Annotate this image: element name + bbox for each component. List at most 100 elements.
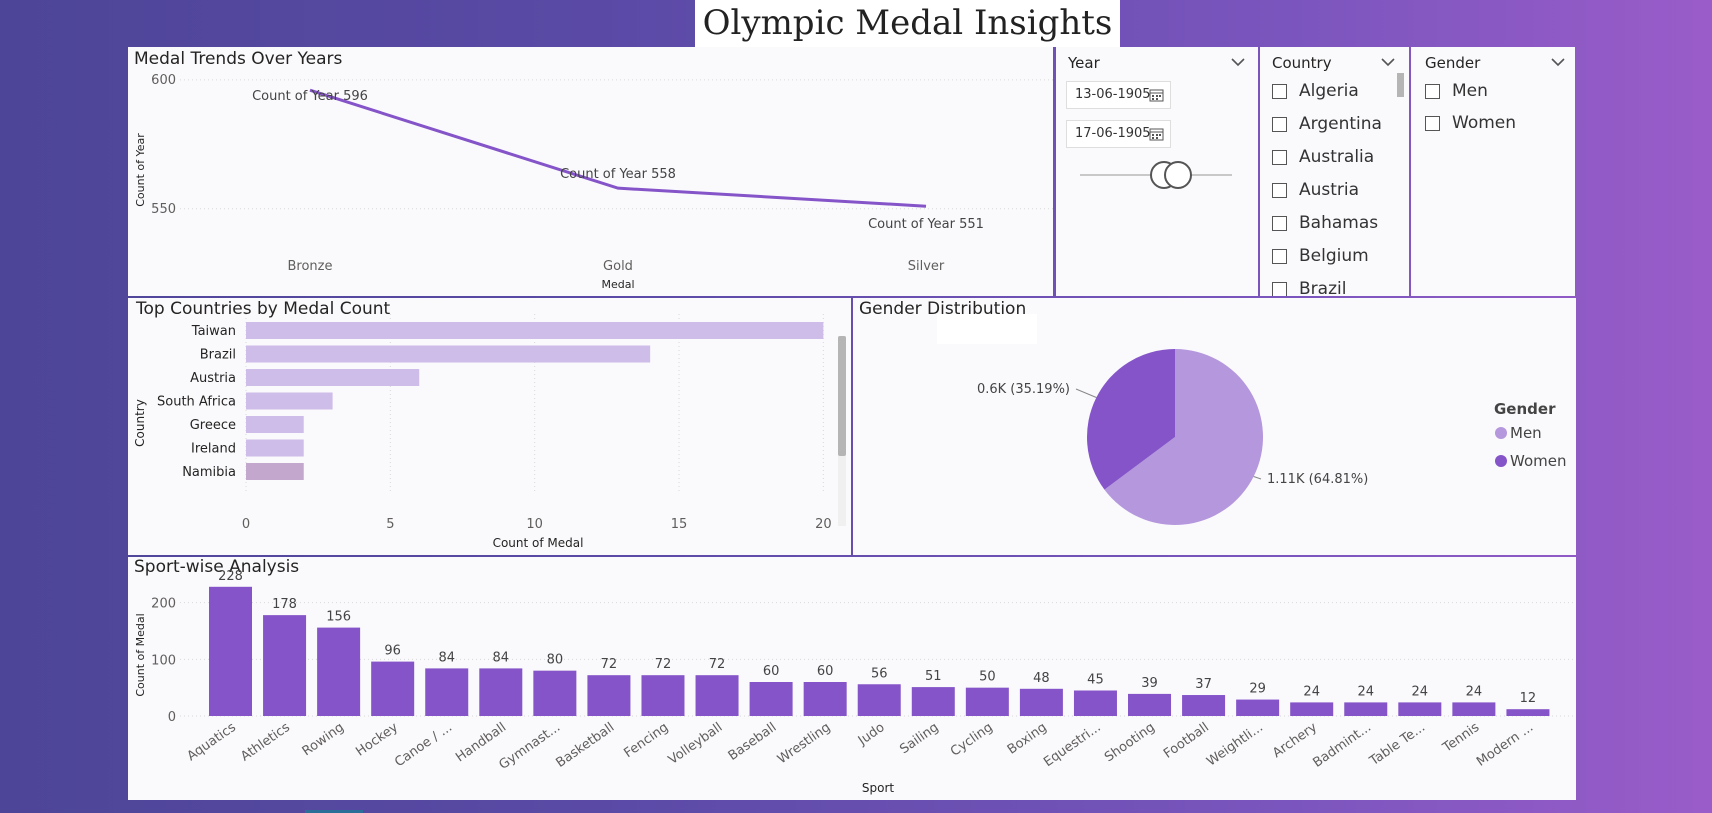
country-checkbox[interactable] — [1272, 83, 1287, 99]
data-label: 60 — [763, 664, 780, 679]
x-axis-title: Sport — [862, 781, 895, 795]
sport-bar[interactable] — [479, 668, 523, 716]
legend-marker[interactable] — [1495, 427, 1507, 439]
country-checkbox[interactable] — [1272, 248, 1287, 264]
year-start-date[interactable]: 13-06-1905 — [1066, 81, 1171, 109]
slider-handle-end[interactable] — [1164, 161, 1192, 189]
y-tick-label: Greece — [190, 418, 236, 433]
data-label: 12 — [1520, 691, 1537, 706]
sport-bar[interactable] — [1182, 695, 1226, 716]
year-range-slider[interactable] — [1080, 155, 1240, 195]
sport-bar[interactable] — [1290, 702, 1334, 716]
year-end-date[interactable]: 17-06-1905 — [1066, 120, 1171, 148]
country-bar[interactable] — [246, 463, 304, 480]
legend-label[interactable]: Women — [1510, 452, 1566, 470]
x-tick-label: Gold — [603, 259, 633, 274]
sport-analysis-panel[interactable]: Sport-wise Analysis 0 100 200 Count of Meda… — [128, 557, 1576, 800]
sport-bar[interactable] — [533, 670, 577, 716]
country-option[interactable]: Belgium — [1272, 244, 1369, 268]
country-bar[interactable] — [246, 345, 651, 363]
sport-bar[interactable] — [587, 675, 631, 716]
sport-bar[interactable] — [263, 615, 307, 716]
sport-bar[interactable] — [695, 675, 739, 716]
year-slicer[interactable]: Year 13-06-1905 17-06-1905 — [1056, 47, 1258, 296]
sport-bar[interactable] — [857, 684, 901, 716]
gender-option[interactable]: Men — [1425, 79, 1488, 103]
data-label: 24 — [1466, 684, 1483, 699]
x-tick-label: Canoe / ... — [392, 720, 455, 770]
x-axis-title: Medal — [601, 278, 634, 291]
sport-bar[interactable] — [1344, 702, 1388, 716]
calendar-icon[interactable] — [1149, 88, 1164, 102]
sport-bar[interactable] — [1452, 702, 1496, 716]
top-countries-panel[interactable]: Top Countries by Medal Count 0 5 10 15 20 Tai… — [128, 298, 851, 555]
country-slicer[interactable]: Country Algeria Argentina Australia Austria… — [1260, 47, 1409, 296]
sport-bar[interactable] — [965, 687, 1009, 716]
country-bar[interactable] — [246, 322, 824, 339]
country-label: Australia — [1299, 147, 1375, 167]
chart-scrollbar-thumb[interactable] — [838, 336, 846, 456]
country-option[interactable]: Austria — [1272, 178, 1359, 202]
country-bar[interactable] — [246, 416, 304, 433]
sport-bar[interactable] — [425, 668, 469, 716]
trend-line[interactable] — [309, 88, 927, 208]
sport-bar[interactable] — [317, 627, 361, 716]
sport-bar[interactable] — [1019, 688, 1063, 716]
x-tick-label: Wrestling — [775, 720, 834, 767]
country-bar[interactable] — [246, 439, 304, 457]
country-chevron-down-icon[interactable] — [1381, 58, 1395, 67]
country-option[interactable]: Argentina — [1272, 112, 1382, 136]
sport-bar[interactable] — [749, 682, 793, 716]
legend-marker[interactable] — [1495, 455, 1507, 467]
pie-slice-men[interactable] — [1104, 349, 1263, 525]
sport-bar[interactable] — [1073, 690, 1117, 717]
x-tick-label: Modern ... — [1474, 720, 1536, 770]
gender-label: Women — [1452, 113, 1517, 133]
gender-chevron-down-icon[interactable] — [1551, 58, 1565, 67]
country-bar[interactable] — [246, 369, 420, 386]
calendar-icon[interactable] — [1149, 127, 1164, 141]
country-checkbox[interactable] — [1272, 215, 1287, 231]
country-bar[interactable] — [246, 392, 333, 410]
country-label: Belgium — [1299, 246, 1369, 266]
sport-bar[interactable] — [371, 661, 415, 716]
pie-slice-women[interactable] — [1087, 349, 1175, 490]
gender-option[interactable]: Women — [1425, 111, 1516, 135]
country-checkbox[interactable] — [1272, 116, 1287, 132]
gender-slicer[interactable]: Gender Men Women — [1411, 47, 1575, 296]
country-option[interactable]: Algeria — [1272, 79, 1359, 103]
country-option[interactable]: Bahamas — [1272, 211, 1378, 235]
sport-bar[interactable] — [1128, 693, 1172, 716]
country-checkbox[interactable] — [1272, 149, 1287, 165]
country-checkbox[interactable] — [1272, 281, 1287, 296]
gender-distribution-panel[interactable]: Gender Distribution 1.11K (64.81%) 0.6K (… — [853, 298, 1576, 555]
data-label: 39 — [1141, 676, 1158, 691]
x-tick-label: Aquatics — [185, 720, 239, 764]
y-tick-label: Namibia — [182, 465, 236, 480]
x-tick-label: Cycling — [948, 720, 996, 760]
country-option[interactable]: Brazil — [1272, 277, 1346, 296]
country-slicer-title: Country — [1272, 54, 1332, 72]
sport-bar[interactable] — [1398, 702, 1442, 716]
x-tick-label: Silver — [908, 259, 945, 274]
x-tick-label: Athletics — [238, 720, 293, 765]
y-tick-label: 200 — [151, 597, 176, 612]
sport-bar[interactable] — [1236, 699, 1280, 716]
sport-bar[interactable] — [803, 682, 847, 716]
year-chevron-down-icon[interactable] — [1231, 58, 1245, 67]
country-scrollbar[interactable] — [1397, 73, 1404, 97]
x-tick-label: Badmint... — [1310, 720, 1374, 771]
gender-checkbox[interactable] — [1425, 115, 1440, 131]
sport-bar[interactable] — [1506, 709, 1550, 716]
data-label: Count of Year 551 — [868, 217, 984, 232]
country-label: Brazil — [1299, 279, 1347, 296]
legend-label[interactable]: Men — [1510, 424, 1542, 442]
gender-checkbox[interactable] — [1425, 83, 1440, 99]
country-checkbox[interactable] — [1272, 182, 1287, 198]
country-option[interactable]: Australia — [1272, 145, 1374, 169]
sport-bar[interactable] — [209, 586, 252, 716]
sport-bar[interactable] — [641, 675, 685, 716]
sport-bar[interactable] — [911, 687, 955, 716]
page-tab-indicator[interactable] — [305, 810, 363, 813]
medal-trends-panel[interactable]: Medal Trends Over Years 600 550 Count of Y… — [128, 47, 1053, 296]
